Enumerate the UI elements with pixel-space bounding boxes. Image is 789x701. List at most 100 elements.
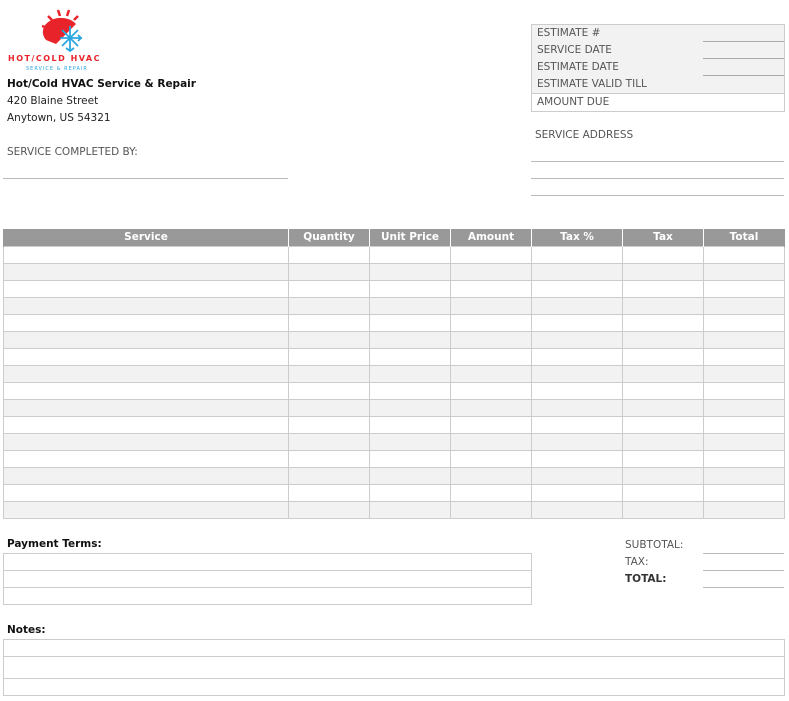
table-cell[interactable] <box>3 467 289 485</box>
table-cell[interactable] <box>531 450 623 468</box>
table-cell[interactable] <box>450 348 532 366</box>
table-cell[interactable] <box>531 297 623 315</box>
table-cell[interactable] <box>3 331 289 349</box>
table-cell[interactable] <box>369 263 451 281</box>
table-cell[interactable] <box>3 297 289 315</box>
table-cell[interactable] <box>288 280 370 298</box>
table-cell[interactable] <box>288 314 370 332</box>
table-cell[interactable] <box>703 365 785 383</box>
service-address-line-1[interactable] <box>531 161 784 162</box>
table-cell[interactable] <box>288 501 370 519</box>
table-cell[interactable] <box>622 331 704 349</box>
table-cell[interactable] <box>369 382 451 400</box>
table-cell[interactable] <box>369 280 451 298</box>
table-cell[interactable] <box>288 246 370 264</box>
table-cell[interactable] <box>703 433 785 451</box>
table-cell[interactable] <box>369 331 451 349</box>
table-cell[interactable] <box>531 246 623 264</box>
table-cell[interactable] <box>450 297 532 315</box>
table-cell[interactable] <box>3 416 289 434</box>
table-cell[interactable] <box>450 382 532 400</box>
table-cell[interactable] <box>3 348 289 366</box>
table-cell[interactable] <box>450 399 532 417</box>
table-cell[interactable] <box>369 297 451 315</box>
table-cell[interactable] <box>450 416 532 434</box>
table-cell[interactable] <box>703 297 785 315</box>
service-address-line-2[interactable] <box>531 178 784 179</box>
table-cell[interactable] <box>703 416 785 434</box>
table-cell[interactable] <box>531 365 623 383</box>
table-cell[interactable] <box>3 365 289 383</box>
table-cell[interactable] <box>622 348 704 366</box>
table-cell[interactable] <box>703 399 785 417</box>
table-cell[interactable] <box>622 263 704 281</box>
table-cell[interactable] <box>450 433 532 451</box>
table-cell[interactable] <box>3 501 289 519</box>
table-cell[interactable] <box>622 399 704 417</box>
table-cell[interactable] <box>288 450 370 468</box>
table-cell[interactable] <box>703 348 785 366</box>
table-cell[interactable] <box>703 280 785 298</box>
table-cell[interactable] <box>622 467 704 485</box>
table-cell[interactable] <box>3 433 289 451</box>
table-cell[interactable] <box>369 348 451 366</box>
table-cell[interactable] <box>622 433 704 451</box>
table-cell[interactable] <box>703 467 785 485</box>
table-cell[interactable] <box>369 433 451 451</box>
service-address-line-3[interactable] <box>531 195 784 196</box>
table-cell[interactable] <box>622 246 704 264</box>
notes-box[interactable] <box>3 639 785 696</box>
table-cell[interactable] <box>369 246 451 264</box>
table-cell[interactable] <box>369 450 451 468</box>
table-cell[interactable] <box>622 280 704 298</box>
table-cell[interactable] <box>288 433 370 451</box>
table-cell[interactable] <box>369 501 451 519</box>
table-cell[interactable] <box>622 314 704 332</box>
table-cell[interactable] <box>622 416 704 434</box>
table-cell[interactable] <box>703 484 785 502</box>
table-cell[interactable] <box>531 331 623 349</box>
payment-terms-box[interactable] <box>3 553 532 605</box>
table-cell[interactable] <box>703 246 785 264</box>
table-cell[interactable] <box>622 382 704 400</box>
table-cell[interactable] <box>531 280 623 298</box>
table-cell[interactable] <box>622 450 704 468</box>
table-cell[interactable] <box>450 331 532 349</box>
table-cell[interactable] <box>450 280 532 298</box>
table-cell[interactable] <box>450 263 532 281</box>
table-cell[interactable] <box>531 382 623 400</box>
service-date-row[interactable]: SERVICE DATE <box>532 42 784 59</box>
table-cell[interactable] <box>703 331 785 349</box>
table-cell[interactable] <box>3 280 289 298</box>
table-cell[interactable] <box>288 467 370 485</box>
table-cell[interactable] <box>288 484 370 502</box>
table-cell[interactable] <box>531 433 623 451</box>
table-cell[interactable] <box>450 467 532 485</box>
table-cell[interactable] <box>703 382 785 400</box>
table-cell[interactable] <box>288 399 370 417</box>
estimate-valid-till-row[interactable]: ESTIMATE VALID TILL <box>532 76 784 93</box>
table-cell[interactable] <box>369 399 451 417</box>
tax-value-line[interactable] <box>703 570 784 571</box>
table-cell[interactable] <box>369 365 451 383</box>
table-cell[interactable] <box>369 314 451 332</box>
table-cell[interactable] <box>450 314 532 332</box>
table-cell[interactable] <box>450 484 532 502</box>
table-cell[interactable] <box>3 314 289 332</box>
table-cell[interactable] <box>450 246 532 264</box>
table-cell[interactable] <box>622 484 704 502</box>
table-cell[interactable] <box>3 246 289 264</box>
table-cell[interactable] <box>3 450 289 468</box>
amount-due-row[interactable]: AMOUNT DUE <box>532 93 784 111</box>
estimate-date-row[interactable]: ESTIMATE DATE <box>532 59 784 76</box>
table-cell[interactable] <box>369 467 451 485</box>
subtotal-value-line[interactable] <box>703 553 784 554</box>
table-cell[interactable] <box>622 501 704 519</box>
service-completed-by-line[interactable] <box>3 178 288 179</box>
table-cell[interactable] <box>288 365 370 383</box>
table-cell[interactable] <box>288 382 370 400</box>
table-cell[interactable] <box>531 263 623 281</box>
table-cell[interactable] <box>450 450 532 468</box>
table-cell[interactable] <box>531 467 623 485</box>
table-cell[interactable] <box>288 263 370 281</box>
